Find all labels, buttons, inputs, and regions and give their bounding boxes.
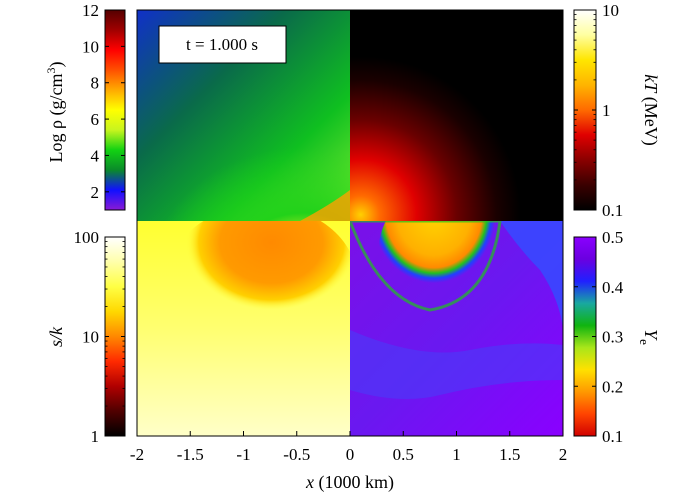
- density-tick-label: 2: [91, 183, 100, 202]
- x-tick-label: -1: [236, 445, 250, 464]
- colorbar-temperature-label: kT (MeV): [640, 74, 661, 145]
- x-tick-label: 1.5: [499, 445, 520, 464]
- colorbar-entropy-label: s/k: [46, 326, 66, 347]
- x-axis: -2 -1.5 -1 -0.5 0 0.5 1 1.5 2: [130, 431, 567, 464]
- x-tick-label: 0: [346, 445, 355, 464]
- temperature-tick-label: 1: [602, 101, 611, 120]
- x-tick-label: 0.5: [393, 445, 414, 464]
- x-tick-label: 1: [452, 445, 461, 464]
- electron_fraction-tick-label: 0.1: [602, 427, 623, 446]
- colorbar-density-label: Log ρ (g/cm3): [44, 62, 67, 163]
- colorbar-density: 12 10 8 6 4 2: [82, 1, 126, 211]
- electron_fraction-tick-label: 0.3: [602, 328, 623, 347]
- x-tick-label: 2: [559, 445, 568, 464]
- temperature-tick-label: 10: [602, 1, 619, 20]
- density-tick-label: 4: [91, 146, 100, 165]
- temperature-tick-label: 0.1: [602, 201, 623, 220]
- x-tick-label: -1.5: [177, 445, 204, 464]
- x-axis-label: x (1000 km): [305, 472, 394, 493]
- electron_fraction-tick-label: 0.5: [602, 228, 623, 247]
- x-tick-label: -2: [130, 445, 144, 464]
- density-tick-label: 12: [82, 1, 99, 20]
- colorbar-temperature: 10 1 0.1: [573, 1, 623, 220]
- entropy-tick-label: 10: [82, 328, 99, 347]
- colorbar-electron-fraction: 0.5 0.4 0.3 0.2 0.1: [573, 228, 624, 446]
- colorbar-entropy: 100 10 1: [74, 228, 126, 446]
- x-tick-label: -0.5: [283, 445, 310, 464]
- heatmap-bottom-left-entropy: [137, 221, 350, 436]
- heatmap-bottom-right-ye: [350, 221, 563, 436]
- time-label-box: t = 1.000 s: [158, 25, 287, 64]
- density-tick-label: 10: [82, 37, 99, 56]
- entropy-tick-label: 100: [74, 228, 100, 247]
- heatmap-top-right-temperature: [350, 10, 563, 221]
- electron_fraction-tick-label: 0.4: [602, 278, 624, 297]
- electron_fraction-tick-label: 0.2: [602, 377, 623, 396]
- density-tick-label: 6: [91, 110, 100, 129]
- time-label: t = 1.000 s: [186, 35, 258, 54]
- colorbar-ye-label: Ye: [637, 329, 661, 345]
- density-tick-label: 8: [91, 74, 100, 93]
- entropy-tick-label: 1: [91, 427, 100, 446]
